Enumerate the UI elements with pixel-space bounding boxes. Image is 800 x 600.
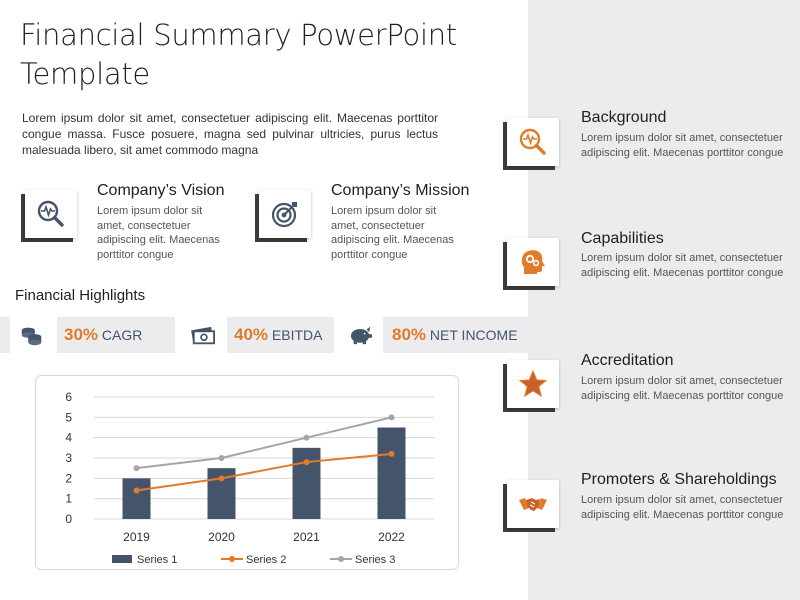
intro-text: Lorem ipsum dolor sit amet, consectetuer… <box>22 111 438 157</box>
coins-icon <box>18 321 46 349</box>
target-icon <box>271 202 297 228</box>
kpi-netincome-label: NET INCOME <box>429 327 518 343</box>
kpi-ebitda: 40% EBITDA <box>234 317 323 353</box>
kpi-ebitda-box <box>227 317 334 353</box>
background-icon-card <box>503 118 559 170</box>
right-panel <box>528 0 800 600</box>
accreditation-title: Accreditation <box>581 352 674 369</box>
background-text: Lorem ipsum dolor sit amet, consectetuer… <box>581 132 784 159</box>
vision-text: Lorem ipsum dolor sit amet, consectetuer… <box>97 205 220 261</box>
cash-icon <box>188 322 218 348</box>
bar-1-2021 <box>292 447 321 519</box>
point-3-2021 <box>303 434 310 441</box>
capabilities-text: Lorem ipsum dolor sit amet, consectetuer… <box>581 252 784 279</box>
legend-swatch-point <box>338 556 344 562</box>
kpi-ebitda-label: EBITDA <box>271 327 323 343</box>
point-2-2021 <box>303 459 310 466</box>
mission-text: Lorem ipsum dolor sit amet, consectetuer… <box>331 205 454 261</box>
chart-panel: 0 1 2 3 4 5 6 2019 2020 2021 2022 Series 1 Series 2 S… <box>35 375 459 570</box>
x-tick-label: 2020 <box>208 530 235 544</box>
financial-highlights-heading: Financial Highlights <box>15 287 146 304</box>
bar-1-2019 <box>122 478 151 519</box>
legend-label: Series 2 <box>246 554 286 566</box>
x-tick-label: 2022 <box>378 530 405 544</box>
point-2-2019 <box>133 487 140 494</box>
series-3-line <box>136 416 392 470</box>
kpi-strip-edge <box>0 317 10 353</box>
mission-icon-card <box>255 190 311 242</box>
point-3-2022 <box>388 414 395 421</box>
financial-chart: 0 1 2 3 4 5 6 2019 2020 2021 2022 Series 1 Series 2 S… <box>65 390 434 566</box>
legend-label: Series 3 <box>355 554 395 566</box>
y-tick-label: 1 <box>65 492 72 506</box>
mission-title: Company’s Mission <box>331 182 470 199</box>
y-tick-label: 6 <box>65 390 72 404</box>
y-tick-label: 3 <box>65 451 72 465</box>
legend-swatch-point <box>229 556 235 562</box>
point-3-2020 <box>218 455 225 461</box>
legend-swatch <box>112 555 132 563</box>
magnifier-pulse-icon <box>519 128 546 155</box>
point-2-2022 <box>388 450 395 457</box>
series-2-line <box>136 452 392 492</box>
head-gears-icon <box>521 250 545 274</box>
kpi-ebitda-value: 40% <box>234 325 269 344</box>
bar-1-2022 <box>377 427 406 519</box>
capabilities-icon-card <box>503 238 559 290</box>
vision-icon-card <box>21 190 77 242</box>
y-tick-label: 5 <box>65 410 72 424</box>
page-title: Financial Summary PowerPoint Template <box>20 18 457 91</box>
accreditation-text: Lorem ipsum dolor sit amet, consectetuer… <box>581 375 784 402</box>
legend-label: Series 1 <box>137 554 177 566</box>
x-tick-label: 2019 <box>123 530 150 544</box>
accreditation-icon-card <box>503 360 559 412</box>
piggy-bank-icon <box>347 323 375 347</box>
star-icon <box>518 369 548 398</box>
handshake-icon <box>519 498 547 511</box>
y-tick-label: 0 <box>65 512 72 526</box>
kpi-cagr-value: 30% <box>64 325 99 344</box>
vision-title: Company’s Vision <box>97 182 225 199</box>
capabilities-title: Capabilities <box>581 230 664 247</box>
promoters-title: Promoters & Shareholdings <box>581 471 777 488</box>
kpi-netincome: 80% NET INCOME <box>392 317 518 353</box>
kpi-cagr-label: CAGR <box>101 327 143 343</box>
background-title: Background <box>581 109 667 126</box>
magnifier-pulse-icon <box>37 200 64 227</box>
x-tick-label: 2021 <box>293 530 320 544</box>
kpi-cagr: 30% CAGR <box>64 317 142 353</box>
kpi-cagr-box <box>57 317 175 353</box>
promoters-text: Lorem ipsum dolor sit amet, consectetuer… <box>581 494 784 521</box>
kpi-netincome-value: 80% <box>392 325 427 344</box>
point-3-2019 <box>133 465 140 472</box>
y-tick-label: 4 <box>65 431 72 445</box>
promoters-icon-card <box>503 480 559 532</box>
point-2-2020 <box>218 475 225 482</box>
y-tick-label: 2 <box>65 471 72 485</box>
kpi-netincome-box <box>383 317 528 353</box>
